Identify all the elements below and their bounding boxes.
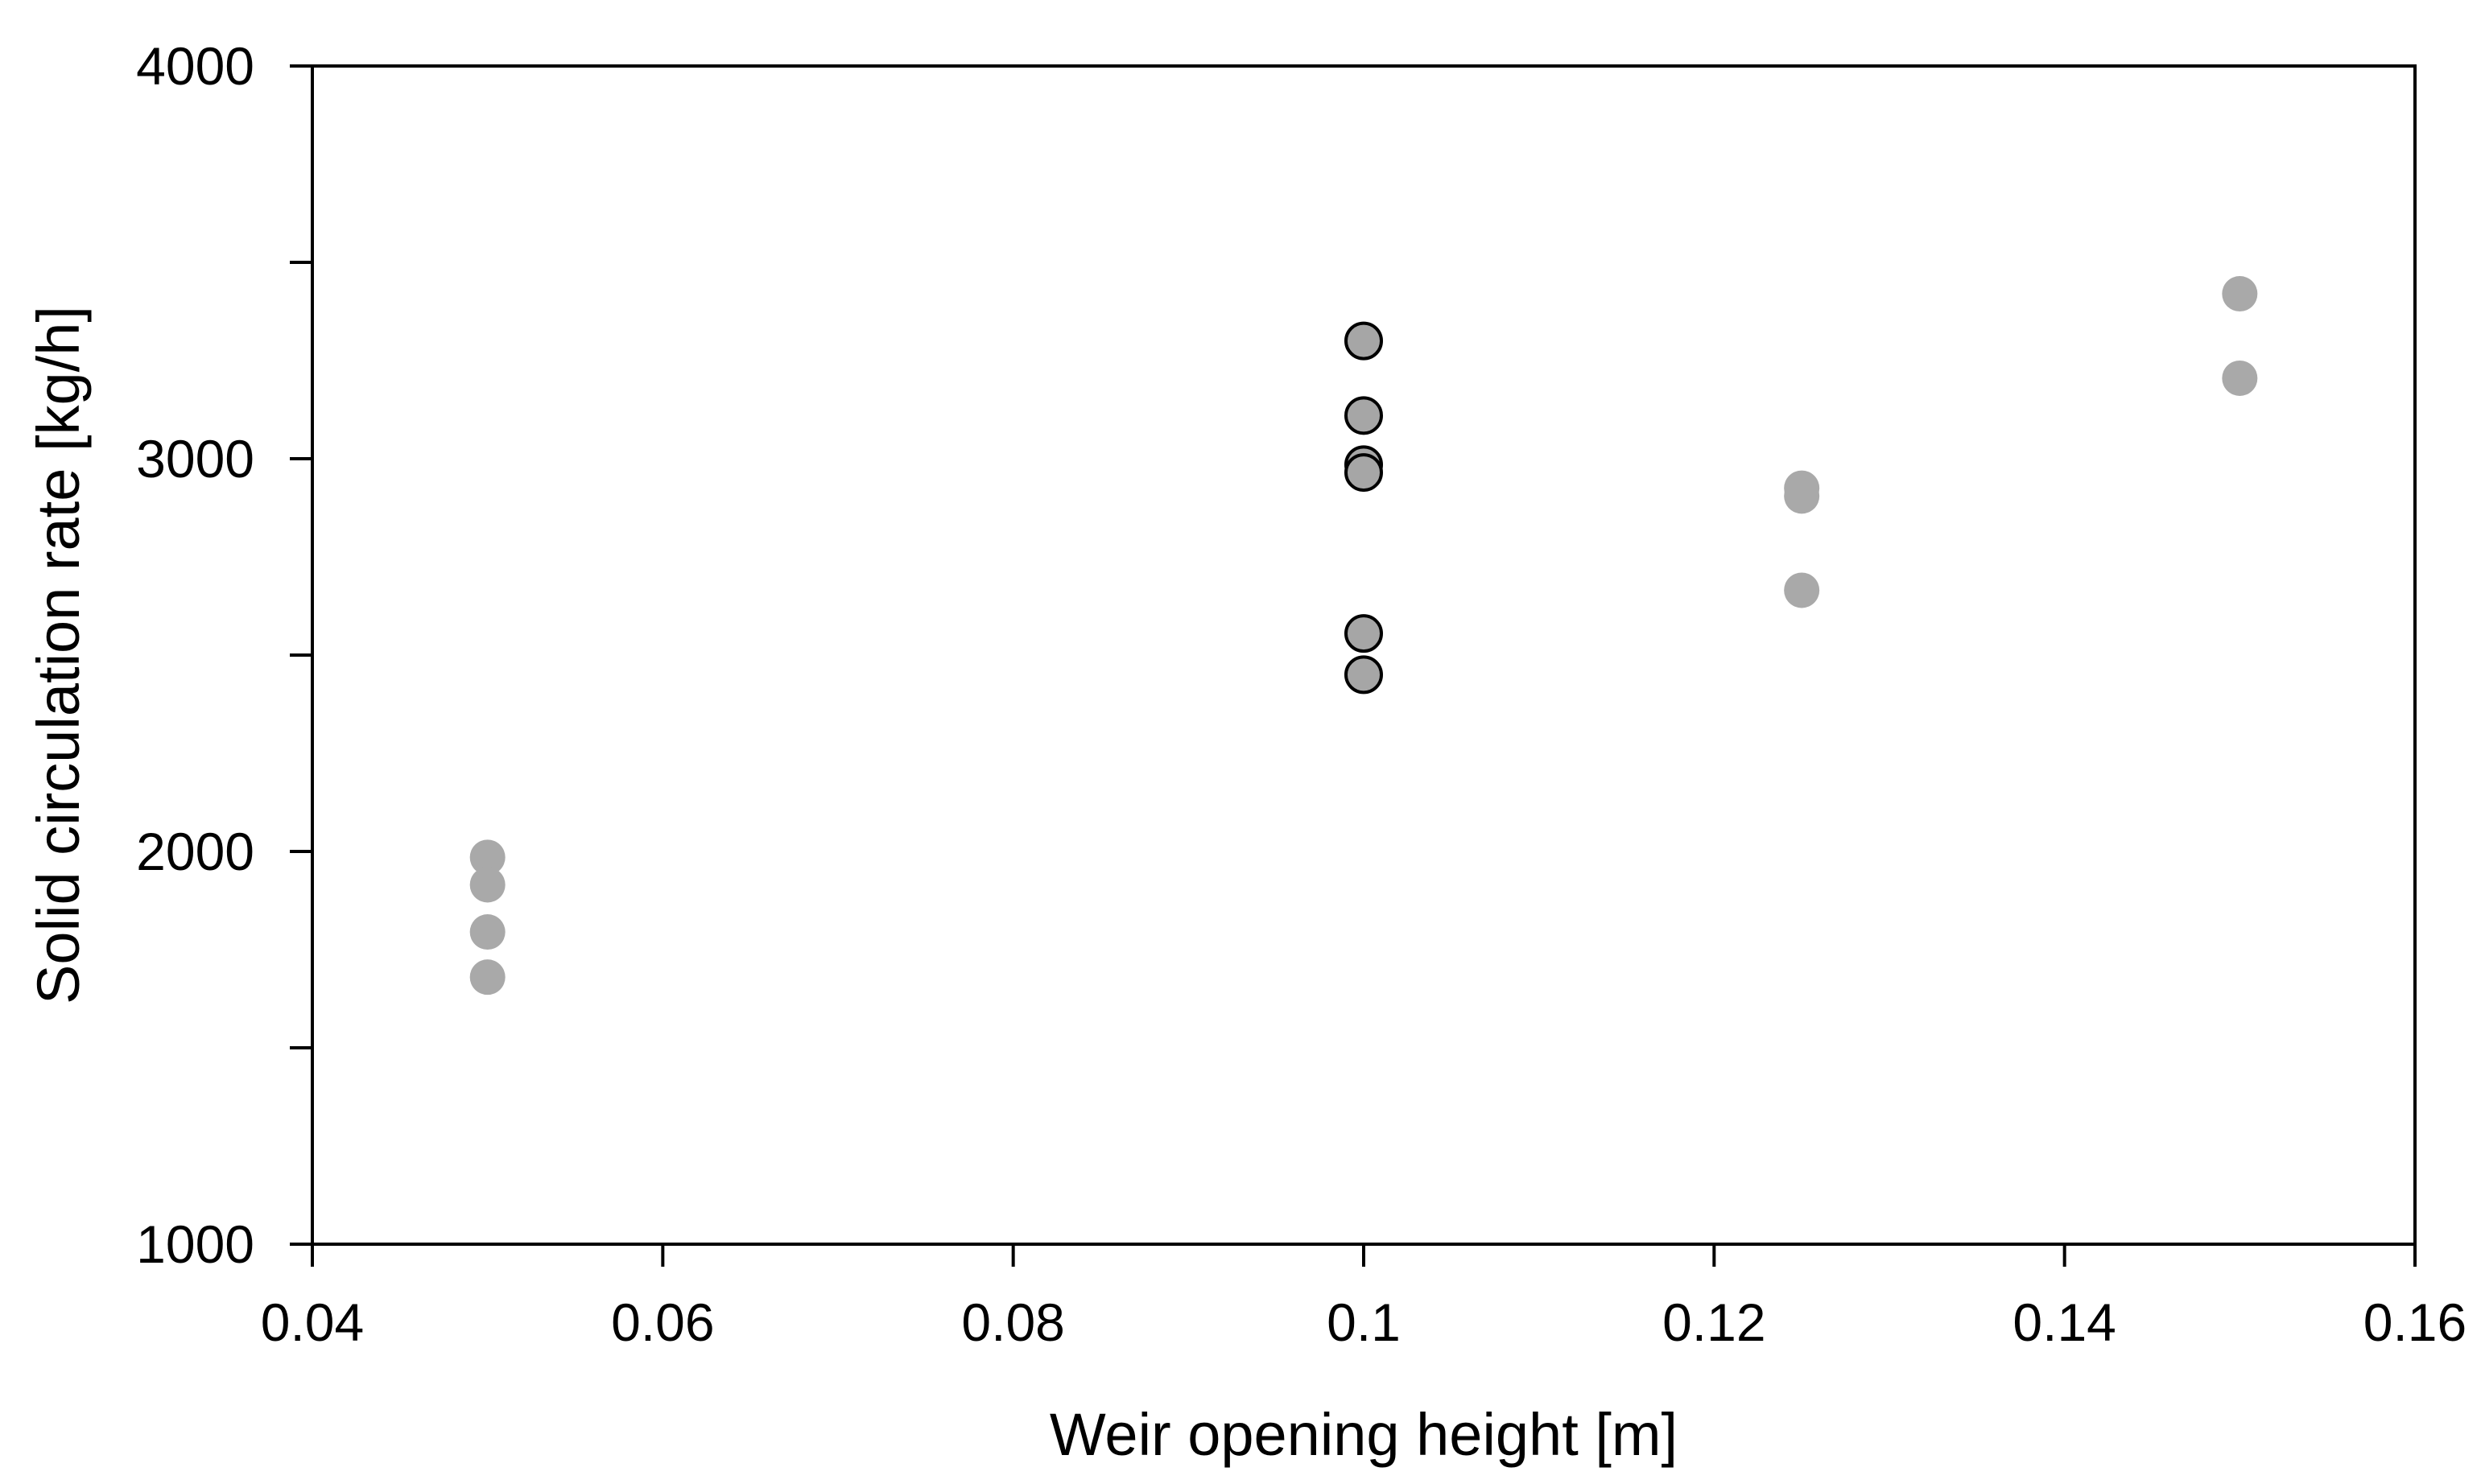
- data-point: [469, 914, 506, 950]
- data-point: [469, 867, 506, 903]
- x-tick-label: 0.08: [961, 1292, 1064, 1352]
- x-axis-title: Weir opening height [m]: [1050, 1401, 1678, 1468]
- x-tick-label: 0.04: [261, 1292, 364, 1352]
- data-point: [1344, 396, 1383, 435]
- plot-frame: [311, 64, 2417, 1246]
- data-points: [469, 276, 2258, 996]
- x-tick-label: 0.06: [611, 1292, 714, 1352]
- y-tick-label: 1000: [136, 1214, 254, 1274]
- data-point: [1784, 572, 1820, 608]
- y-axis: 1000 2000 3000 4000: [136, 36, 312, 1274]
- y-tick-label: 4000: [136, 36, 254, 96]
- y-tick-label: 2000: [136, 822, 254, 881]
- data-point: [1344, 655, 1383, 695]
- data-point: [1344, 321, 1383, 361]
- x-tick-label: 0.16: [2363, 1292, 2467, 1352]
- plot-area-border: [311, 64, 2417, 1246]
- data-point: [1344, 453, 1383, 493]
- x-tick-label: 0.1: [1327, 1292, 1401, 1352]
- data-point: [2222, 360, 2258, 396]
- x-tick-label: 0.14: [2012, 1292, 2116, 1352]
- data-point: [469, 959, 506, 996]
- data-point: [1344, 614, 1383, 653]
- x-axis: 0.04 0.06 0.08 0.1 0.12 0.14 0.16: [261, 1244, 2467, 1352]
- data-point: [469, 839, 506, 876]
- y-tick-label: 3000: [136, 429, 254, 488]
- data-point: [1784, 478, 1820, 514]
- data-point: [2222, 276, 2258, 312]
- y-axis-title: Solid circulation rate [kg/h]: [25, 306, 92, 1004]
- x-tick-label: 0.12: [1662, 1292, 1765, 1352]
